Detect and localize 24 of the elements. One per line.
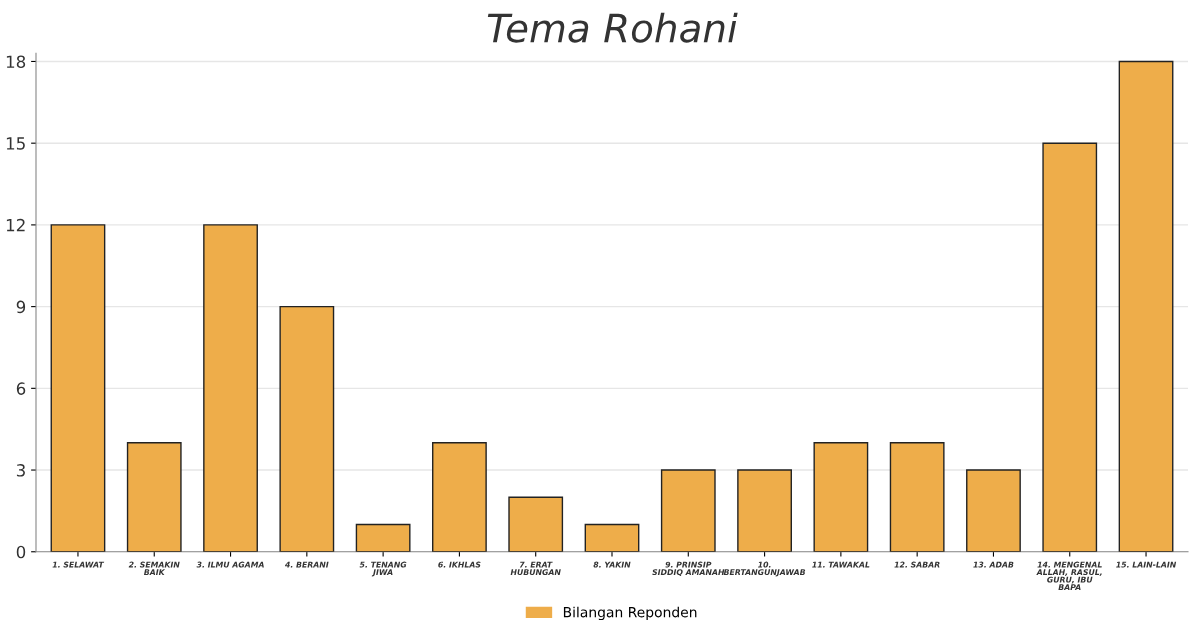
bar xyxy=(126,442,182,552)
bar xyxy=(813,442,869,552)
bar xyxy=(355,523,411,552)
y-tick-label: 18 xyxy=(6,55,26,69)
bar xyxy=(279,305,335,552)
y-tick-label: 15 xyxy=(6,137,25,150)
bar xyxy=(50,224,106,552)
y-tick-label: 12 xyxy=(6,218,25,232)
bar xyxy=(1118,60,1174,552)
bar xyxy=(203,224,258,552)
y-tick-label: 6 xyxy=(16,382,26,395)
bar xyxy=(432,442,487,552)
bar xyxy=(889,442,945,552)
y-tick-label: 0 xyxy=(16,545,26,559)
legend-label: Bilangan Reponden xyxy=(563,606,697,621)
y-tick-label: 3 xyxy=(16,464,25,477)
bar xyxy=(1042,142,1098,552)
y-tick-label: 9 xyxy=(16,300,26,314)
bar xyxy=(966,469,1021,552)
chart-title: Tema Rohani xyxy=(487,12,738,43)
bar xyxy=(737,469,792,552)
bar xyxy=(584,523,640,552)
bar xyxy=(508,496,564,552)
bar xyxy=(660,469,716,552)
